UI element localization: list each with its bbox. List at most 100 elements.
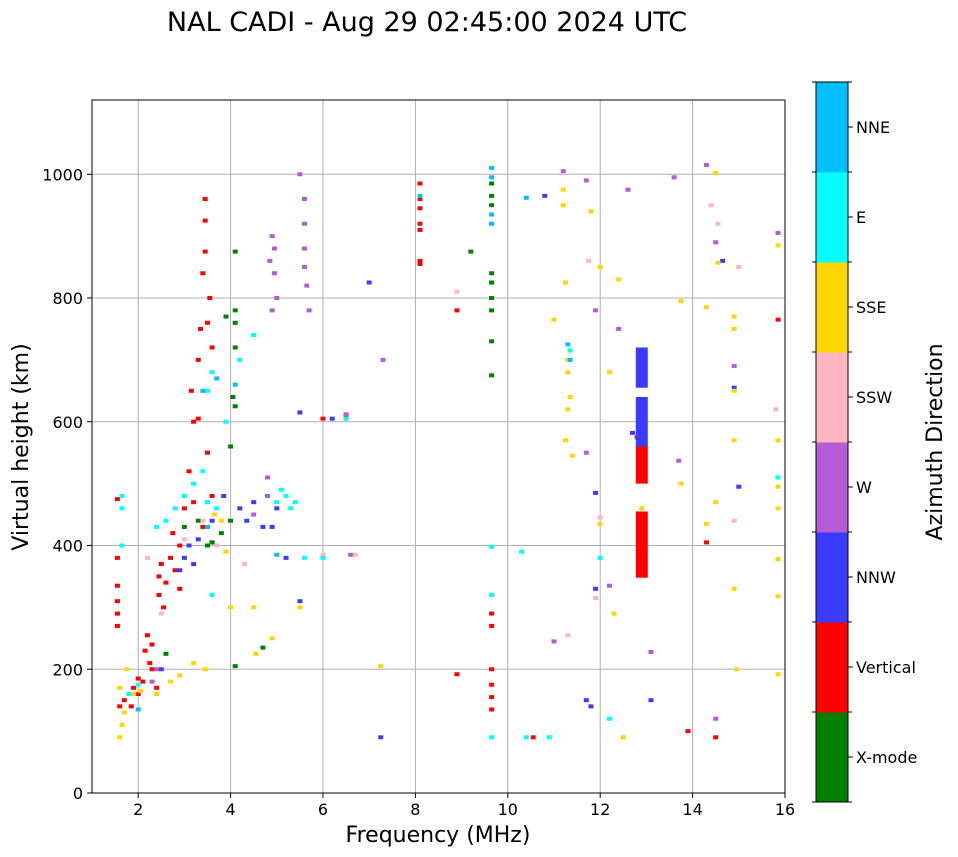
point-sse [775,672,781,677]
point-nne [489,166,495,171]
point-x-mode [228,518,234,523]
point-nnw [195,537,201,542]
point-e [135,682,141,687]
point-vertical [195,357,201,362]
point-nnw [542,193,548,198]
point-sse [620,735,626,740]
plot-frame [91,99,786,794]
point-vertical [177,586,183,591]
point-sse [775,484,781,489]
point-nnw [583,698,589,703]
point-x-mode [489,203,495,208]
point-sse [131,692,137,696]
point-nnw [720,258,726,263]
point-w [616,326,622,331]
point-vertical [121,698,127,703]
point-x-mode [230,395,236,399]
x-tick-label: 14 [682,800,702,819]
point-nnw [186,543,192,548]
point-ssw [454,289,460,294]
point-vertical [489,695,495,700]
point-vertical [202,218,208,223]
point-ssw [158,611,164,616]
point-ssw [144,555,150,560]
point-sse [611,611,617,616]
point-sse [616,277,622,282]
point-sse [606,370,612,375]
point-e [200,469,206,474]
point-w [583,178,589,183]
point-vertical [205,320,210,325]
x-tick-label: 12 [590,800,610,819]
point-e [519,549,525,554]
point-nne [205,524,210,529]
point-vertical [140,679,146,684]
point-e [567,348,573,353]
point-w [713,716,719,721]
point-nne [567,357,573,362]
point-vertical [181,506,187,511]
point-nnw [378,735,384,740]
colorbar-frame [815,81,849,803]
point-ssw [214,543,220,548]
y-tick-label: 600 [52,413,83,432]
point-sse [223,549,229,554]
point-vertical [170,531,176,536]
point-e [172,506,178,511]
point-sse [211,512,217,517]
point-w [731,364,737,369]
point-w [265,475,271,480]
colorbar: X-mode Vertical NNW W SSW SSE E NNE [812,81,917,803]
colorbar-segment-sse [816,262,848,353]
point-vertical [454,308,460,313]
point-vertical [209,345,215,350]
point-sse [117,735,123,740]
point-w [302,197,308,201]
point-ssw [708,203,714,208]
point-vertical [186,469,192,474]
point-vertical [209,494,215,498]
point-nnw [209,518,215,523]
point-w [302,221,308,226]
point-sse [563,280,569,285]
point-vertical [530,735,536,740]
point-e [214,506,220,511]
point-vertical [417,197,423,201]
point-vertical [200,524,206,529]
data-blocks [635,347,648,578]
point-w [271,246,277,251]
block-nnw [635,347,648,388]
point-vertical [454,672,460,677]
point-nnw [221,494,227,498]
point-sse [588,209,594,214]
colorbar-segment-w [816,442,848,533]
colorbar-label: NNW [856,568,896,587]
colorbar-segment-vertical [816,622,848,713]
point-e [223,419,229,424]
point-ssw [352,552,358,557]
x-axis-ticks: 2 4 6 8 10 12 14 16 [133,793,795,819]
point-sse [715,260,721,265]
point-nnw [297,410,303,415]
block-nnw [635,397,648,447]
point-vertical [128,704,134,709]
point-ssw [320,552,326,557]
point-vertical [135,676,141,681]
point-x-mode [232,345,238,350]
point-vertical [114,497,120,502]
point-sse [560,187,566,192]
x-tick-label: 2 [133,800,143,819]
point-e [320,555,326,560]
point-nnw [736,484,742,489]
colorbar-label: Vertical [856,658,916,677]
point-nnw [630,430,636,435]
point-w [583,450,589,455]
point-e [302,555,308,560]
point-vertical [685,729,691,734]
point-sse [117,685,123,690]
point-x-mode [489,296,495,300]
point-sse [202,667,208,672]
point-ssw [593,596,599,601]
point-vertical [205,450,210,455]
point-ssw [586,258,592,263]
